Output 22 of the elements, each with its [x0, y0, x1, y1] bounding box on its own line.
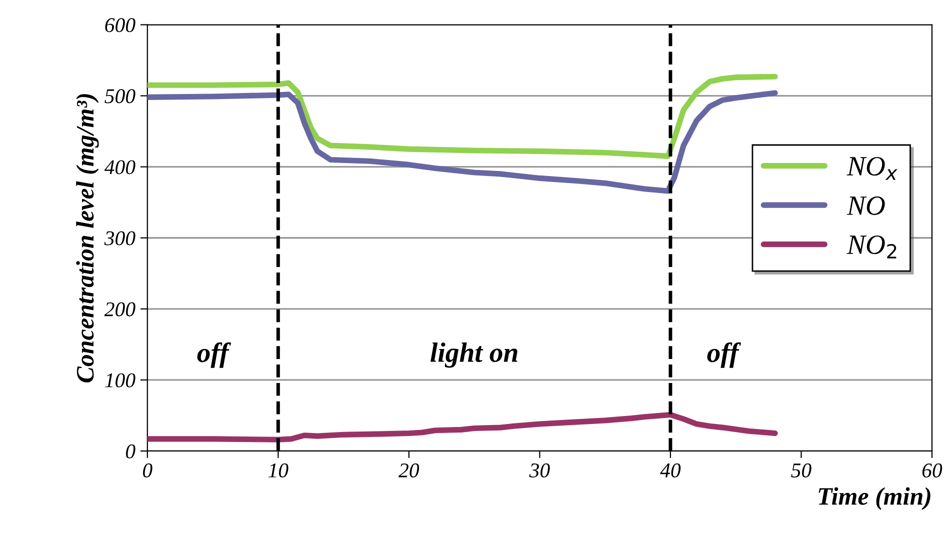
- y-tick-label: 500: [104, 89, 136, 104]
- x-tick-label: 20: [398, 463, 420, 478]
- x-tick-label: 10: [268, 463, 288, 478]
- legend-label: NO$_{2}$: [846, 235, 896, 258]
- x-tick-label: 30: [529, 463, 550, 478]
- legend-label: NO: [846, 196, 885, 216]
- y-tick-label: 400: [104, 160, 136, 174]
- x-tick-label: 40: [660, 463, 681, 478]
- annotation: light on: [430, 342, 518, 368]
- x-tick-label: 60: [922, 463, 942, 478]
- legend-label: NO$_{x}$: [846, 156, 898, 180]
- x-axis-title: Time (min): [818, 487, 930, 510]
- annotation: off: [197, 342, 232, 368]
- annotation: off: [707, 342, 742, 368]
- x-tick-label: 50: [791, 463, 812, 478]
- x-tick-label: 0: [143, 463, 152, 478]
- y-tick-label: 100: [105, 373, 136, 388]
- y-axis-title: Concentration level (mg/m³): [76, 94, 99, 382]
- y-tick-label: 0: [126, 444, 136, 458]
- y-tick-label: 300: [104, 231, 136, 246]
- y-tick-label: 600: [105, 18, 136, 32]
- y-tick-label: 200: [104, 302, 136, 316]
